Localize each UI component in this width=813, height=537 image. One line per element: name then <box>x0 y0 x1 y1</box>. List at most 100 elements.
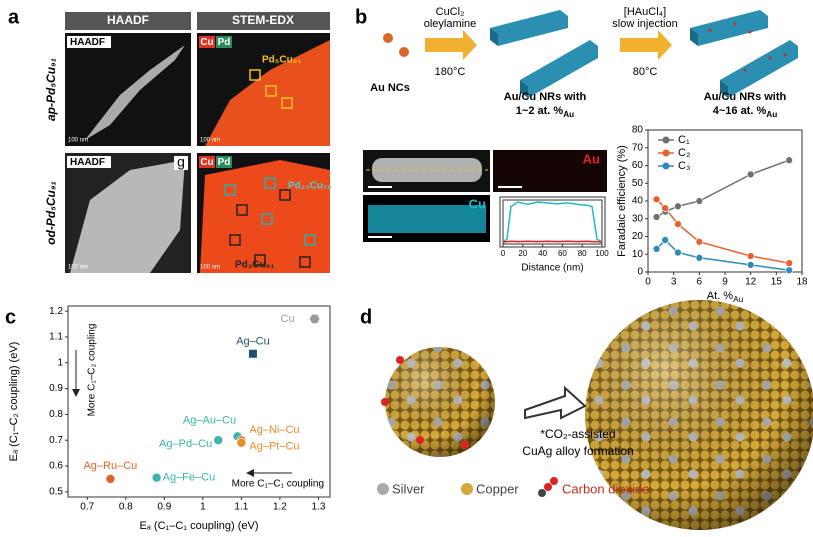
data-point <box>695 237 704 246</box>
y-tick-label: 80 <box>632 125 644 136</box>
tag-bg <box>216 156 232 168</box>
x-tick-label: 1.2 <box>273 502 287 513</box>
row-label: ap-Pd₅Cu₉₁ <box>44 58 58 121</box>
y-tick-label: 1.1 <box>49 332 63 343</box>
point-label: Ag–Pd–Cu <box>159 438 212 450</box>
legend-label: Carbon dioxide <box>562 481 649 496</box>
x-tick-label: 40 <box>538 249 547 258</box>
tag-bg <box>67 156 111 168</box>
data-point <box>746 252 755 260</box>
label: Au NCs <box>370 82 410 94</box>
y-tick-label: 0.8 <box>49 409 63 420</box>
data-point <box>695 197 704 205</box>
phase-label: Pd₅Cu₉₁ <box>262 55 301 66</box>
x-tick-label: 0.9 <box>157 502 171 513</box>
y-tick-label: 40 <box>632 196 644 207</box>
panel-label: a <box>8 6 20 28</box>
data-point <box>785 266 794 275</box>
condition: [HAuCl₄] <box>624 6 666 18</box>
data-point <box>236 437 247 448</box>
element-tag: Pd <box>218 157 231 168</box>
x-tick-label: 0.8 <box>119 502 133 513</box>
product-sub: Au <box>766 110 777 119</box>
annotation: More C₁–C₁ coupling <box>232 479 324 490</box>
phase-label: Pd₃Cu₉₁ <box>235 260 274 271</box>
x-axis-label: Distance (nm) <box>521 263 583 274</box>
data-point <box>248 349 257 358</box>
condition: 180°C <box>435 66 466 78</box>
legend-label: C₃ <box>678 160 690 172</box>
x-tick-label: 1.1 <box>234 502 248 513</box>
scale-label: 100 nm <box>200 265 220 271</box>
x-tick-label: 100 <box>595 249 609 258</box>
panel-b-schematic <box>363 10 798 248</box>
x-tick-label: 0 <box>645 277 651 288</box>
point-label: Ag–Ru–Cu <box>83 460 137 472</box>
element-tag: Cu <box>200 157 213 168</box>
product-main: 4~16 at. % <box>713 105 767 117</box>
annotation: More C₁–C₂ coupling <box>87 324 98 417</box>
y-axis-label: Faradaic efficiency (%) <box>616 145 628 257</box>
x-tick-label: 0 <box>501 249 506 258</box>
legend-marker <box>662 136 670 144</box>
point-label: Ag–Au–Cu <box>183 414 236 426</box>
panel-label: b <box>355 6 367 28</box>
tag-bg <box>174 156 188 170</box>
scale-label: 100 nm <box>68 138 88 144</box>
condition: CuCl₂ <box>436 6 465 18</box>
plot-frame <box>67 305 331 498</box>
data-point <box>674 220 682 228</box>
point-label: Cu <box>281 313 295 325</box>
plot-frame <box>647 129 803 273</box>
image-tag: HAADF <box>70 37 105 48</box>
x-tick-label: 9 <box>722 277 728 288</box>
x-axis-label: At. %Au <box>707 290 744 304</box>
x-tick-label: 18 <box>796 277 808 288</box>
x-tick-label: 15 <box>771 277 783 288</box>
legend-label: Silver <box>392 481 425 496</box>
data-point <box>785 156 794 165</box>
panel-a-images <box>65 12 330 273</box>
condition: oleylamine <box>424 18 477 30</box>
panel-label: d <box>360 306 372 328</box>
image-mark: g <box>177 154 185 170</box>
legend-marker <box>662 149 670 157</box>
data-point <box>213 435 224 446</box>
tag-bg <box>216 36 232 48</box>
panel-label: c <box>5 306 16 328</box>
data-point <box>746 261 755 269</box>
product: 4~16 at. %Au <box>713 105 778 119</box>
point-label: Ag–Fe–Cu <box>163 472 216 484</box>
data-point <box>674 202 682 211</box>
legend-label: C₂ <box>678 147 690 159</box>
data-point <box>309 314 320 324</box>
x-tick-label: 80 <box>578 249 587 258</box>
legend-label: C₁ <box>678 134 690 146</box>
column-header: HAADF <box>107 13 149 27</box>
y-tick-label: 30 <box>632 213 644 224</box>
product: Au/Cu NRs with <box>504 91 587 103</box>
product-main: 1~2 at. % <box>516 105 564 117</box>
data-point <box>661 236 669 244</box>
arrow-text: *CO₂-assisted <box>540 427 615 441</box>
series-line <box>502 240 603 243</box>
data-point <box>746 170 755 179</box>
product-sub: Au <box>563 110 574 119</box>
y-tick-label: 0.9 <box>49 383 63 394</box>
y-tick-label: 50 <box>632 178 644 189</box>
y-tick-label: 10 <box>632 249 644 260</box>
x-tick-label: 20 <box>518 249 527 258</box>
map-label: Cu <box>469 196 486 211</box>
column-header: STEM-EDX <box>232 13 294 27</box>
panel-d-illustration <box>377 300 813 530</box>
y-tick-label: 0 <box>637 267 643 278</box>
arrow-text: CuAg alloy formation <box>522 444 633 458</box>
y-tick-label: 60 <box>632 160 644 171</box>
element-tag: Cu <box>200 37 213 48</box>
x-tick-label: 3 <box>671 277 677 288</box>
y-tick-label: 70 <box>632 142 644 153</box>
data-point <box>785 259 794 267</box>
phase-label: Pd₂₂Cu₇₈ <box>288 181 332 192</box>
x-tick-label: 0.7 <box>80 502 94 513</box>
data-point <box>652 213 661 221</box>
